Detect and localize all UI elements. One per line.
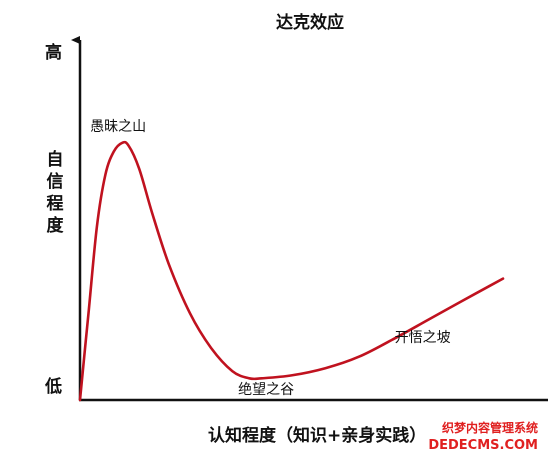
confidence-curve <box>78 140 505 402</box>
y-low-label: 低 <box>44 376 62 397</box>
watermark-line1: 织梦内容管理系统 <box>442 420 538 435</box>
chart-title: 达克效应 <box>276 12 344 33</box>
y-axis-label: 自信程度 <box>47 149 65 236</box>
annotation-label: 开悟之坡 <box>395 330 451 346</box>
watermark-line2: DEDECMS.COM <box>428 438 538 453</box>
y-axis-label-char: 度 <box>47 215 65 236</box>
y-axis-label-char: 信 <box>47 171 64 192</box>
annotation-label: 绝望之谷 <box>238 382 294 398</box>
y-axis-label-char: 程 <box>47 194 64 214</box>
annotation-label: 愚昧之山 <box>90 119 146 135</box>
y-high-label: 高 <box>45 42 62 63</box>
x-axis-label: 认知程度（知识+亲身实践） <box>208 425 426 446</box>
y-axis-label-char: 自 <box>47 149 64 170</box>
